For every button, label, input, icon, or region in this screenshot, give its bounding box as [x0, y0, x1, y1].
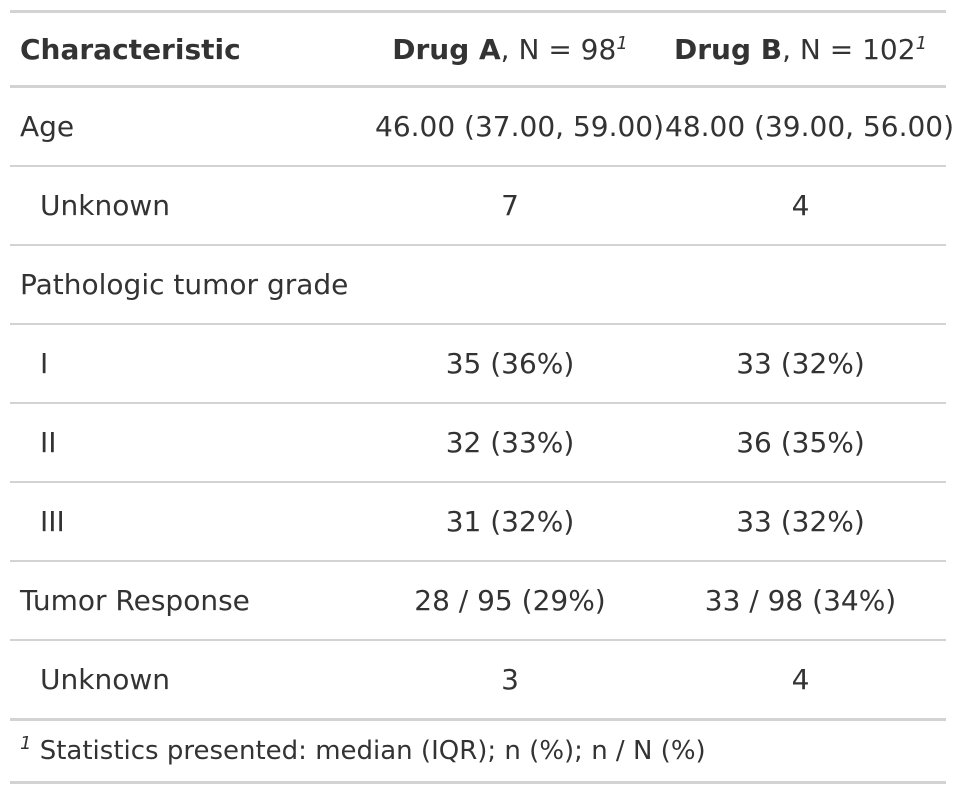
- row-label: Unknown: [10, 165, 365, 245]
- row-label: Tumor Response: [10, 560, 365, 640]
- table-row-grade-iii: III 31 (32%) 33 (32%): [10, 481, 946, 561]
- header-characteristic: Characteristic: [10, 13, 365, 88]
- row-label: Age: [20, 110, 75, 143]
- cell-drug-a: 28 / 95 (29%): [365, 560, 655, 640]
- cell-drug-a: 7: [365, 165, 655, 245]
- summary-table: Characteristic Drug A, N = 981 Drug B, N…: [10, 10, 955, 784]
- table-row-grade-ii: II 32 (33%) 36 (35%): [10, 402, 946, 482]
- footnote-row: 1 Statistics presented: median (IQR); n …: [10, 718, 946, 784]
- row-label: III: [10, 481, 365, 561]
- cell-drug-b: 33 (32%): [655, 481, 946, 561]
- cell-drug-a: 31 (32%): [365, 481, 655, 561]
- footnote-text: Statistics presented: median (IQR); n (%…: [39, 736, 706, 766]
- header-drug-a-footnote-mark: 1: [616, 32, 628, 54]
- row-label: I: [10, 323, 365, 403]
- table-row-tumor-response: Tumor Response 28 / 95 (29%) 33 / 98 (34…: [10, 560, 946, 640]
- footnote-mark: 1: [20, 733, 32, 754]
- cell-drug-a: 46.00 (37.00, 59.00): [375, 110, 665, 143]
- row-label: II: [10, 402, 365, 482]
- header-drug-b-name: Drug B: [673, 32, 783, 66]
- cell-drug-b: 48.00 (39.00, 56.00): [665, 110, 955, 143]
- cell-drug-b: 36 (35%): [655, 402, 946, 482]
- cell-drug-b: [655, 244, 946, 324]
- row-label: Unknown: [10, 639, 365, 720]
- cell-drug-a: 32 (33%): [365, 402, 655, 482]
- header-drug-a: Drug A, N = 981: [365, 13, 655, 88]
- row-label: Pathologic tumor grade: [10, 244, 365, 324]
- cell-drug-b: 4: [655, 639, 946, 720]
- table-row-grade: Pathologic tumor grade: [10, 244, 946, 324]
- table-row-response-unknown: Unknown 3 4: [10, 639, 946, 720]
- table-row-grade-i: I 35 (36%) 33 (32%): [10, 323, 946, 403]
- cell-drug-a: 3: [365, 639, 655, 720]
- header-row: Characteristic Drug A, N = 981 Drug B, N…: [10, 13, 946, 88]
- header-drug-a-name: Drug A: [392, 32, 501, 66]
- header-drug-a-n: , N = 98: [500, 32, 617, 66]
- table-row-age-unknown: Unknown 7 4: [10, 165, 946, 245]
- cell-drug-b: 33 / 98 (34%): [655, 560, 946, 640]
- header-drug-b: Drug B, N = 1021: [655, 13, 946, 88]
- cell-drug-b: 4: [655, 165, 946, 245]
- header-drug-b-n: , N = 102: [782, 32, 916, 66]
- header-drug-b-footnote-mark: 1: [915, 32, 928, 54]
- cell-drug-a: 35 (36%): [365, 323, 655, 403]
- cell-drug-a: [365, 244, 655, 324]
- table-footnote: 1 Statistics presented: median (IQR); n …: [10, 718, 946, 784]
- cell-drug-b: 33 (32%): [655, 323, 946, 403]
- table-row-age: Age 46.00 (37.00, 59.00) 48.00 (39.00, 5…: [10, 87, 955, 167]
- summary-table-container: Characteristic Drug A, N = 981 Drug B, N…: [10, 10, 955, 784]
